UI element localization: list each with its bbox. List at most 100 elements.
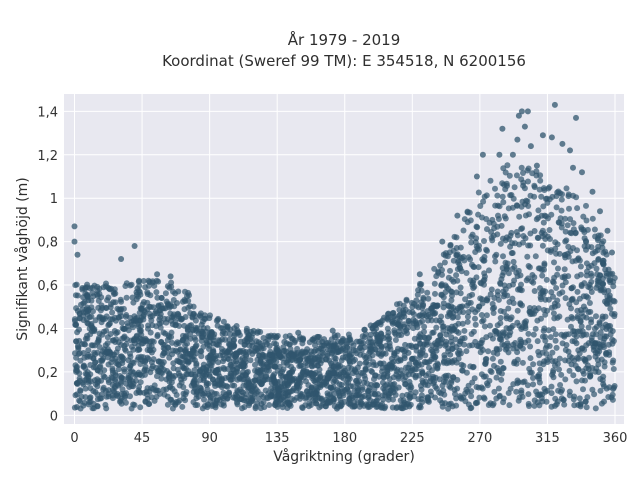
data-point <box>585 324 592 331</box>
data-point <box>378 333 385 340</box>
data-point <box>480 317 487 324</box>
data-point <box>324 351 331 358</box>
data-point <box>511 264 518 270</box>
data-point <box>519 345 526 352</box>
outlier-point <box>597 208 603 215</box>
data-point <box>434 302 441 309</box>
data-point <box>121 366 128 373</box>
data-point <box>413 320 420 327</box>
data-point <box>87 362 94 368</box>
data-point <box>247 357 254 364</box>
data-point <box>390 389 397 396</box>
data-point <box>440 294 447 301</box>
data-point <box>429 348 436 355</box>
data-point <box>403 296 410 303</box>
y-tick-label: 0,6 <box>37 279 58 294</box>
data-point <box>583 238 590 245</box>
data-point <box>265 363 272 370</box>
data-point <box>584 268 590 275</box>
data-point <box>526 403 532 409</box>
data-point <box>300 367 307 374</box>
data-point <box>176 323 183 329</box>
data-point <box>211 390 218 397</box>
data-point <box>163 319 170 326</box>
data-point <box>166 334 173 340</box>
data-point <box>123 312 130 318</box>
data-point <box>544 199 551 206</box>
data-point <box>473 399 480 406</box>
data-point <box>138 323 145 330</box>
data-point <box>109 316 116 323</box>
data-point <box>153 289 160 296</box>
data-point <box>449 341 456 348</box>
data-point <box>594 247 601 254</box>
data-point <box>316 366 323 373</box>
data-point <box>311 371 318 378</box>
data-point <box>118 378 125 385</box>
data-point <box>472 321 479 328</box>
data-point <box>169 399 176 406</box>
data-point <box>114 305 121 312</box>
data-point <box>335 363 342 370</box>
data-point <box>408 342 415 349</box>
data-point <box>429 342 436 349</box>
data-point <box>112 290 119 297</box>
data-point <box>440 304 447 311</box>
data-point <box>74 292 81 299</box>
data-point <box>137 404 144 411</box>
data-point <box>482 373 489 380</box>
data-point <box>227 361 234 368</box>
data-point <box>164 401 171 408</box>
data-point <box>430 375 437 382</box>
data-point <box>223 383 230 389</box>
outlier-point <box>154 271 161 278</box>
data-point <box>263 372 270 379</box>
data-point <box>535 207 542 214</box>
data-point <box>533 216 540 223</box>
data-point <box>144 306 151 313</box>
data-point <box>330 370 337 376</box>
data-point <box>445 357 452 364</box>
data-point <box>266 342 273 349</box>
data-point <box>574 328 581 335</box>
data-point <box>175 288 182 295</box>
data-point <box>460 227 467 234</box>
data-point <box>175 313 182 320</box>
data-point <box>494 202 501 209</box>
data-point <box>224 395 231 402</box>
data-point <box>77 388 84 395</box>
data-point <box>396 300 403 307</box>
data-point <box>505 390 512 396</box>
data-point <box>114 345 121 352</box>
data-point <box>484 380 490 387</box>
data-point <box>84 332 90 339</box>
data-point <box>297 356 304 363</box>
data-point <box>488 286 495 293</box>
data-point <box>498 376 505 383</box>
data-point <box>207 333 214 340</box>
data-point <box>118 395 125 402</box>
data-point <box>323 356 330 363</box>
data-point <box>597 287 604 294</box>
data-point <box>316 356 323 363</box>
data-point <box>72 350 78 357</box>
data-point <box>419 350 426 356</box>
data-point <box>546 354 553 361</box>
outlier-point <box>439 238 446 245</box>
data-point <box>279 368 286 375</box>
data-point <box>90 308 96 315</box>
data-point <box>194 402 201 408</box>
data-point <box>356 360 363 367</box>
data-point <box>510 300 517 307</box>
data-point <box>468 239 475 246</box>
data-point <box>558 331 565 338</box>
data-point <box>440 327 447 334</box>
data-point <box>511 184 518 191</box>
data-point <box>595 256 602 263</box>
data-point <box>475 264 482 271</box>
x-axis-title: Vågriktning (grader) <box>273 448 415 465</box>
data-point <box>605 341 612 348</box>
data-point <box>468 388 475 395</box>
data-point <box>380 392 386 399</box>
outlier-point <box>416 271 423 278</box>
